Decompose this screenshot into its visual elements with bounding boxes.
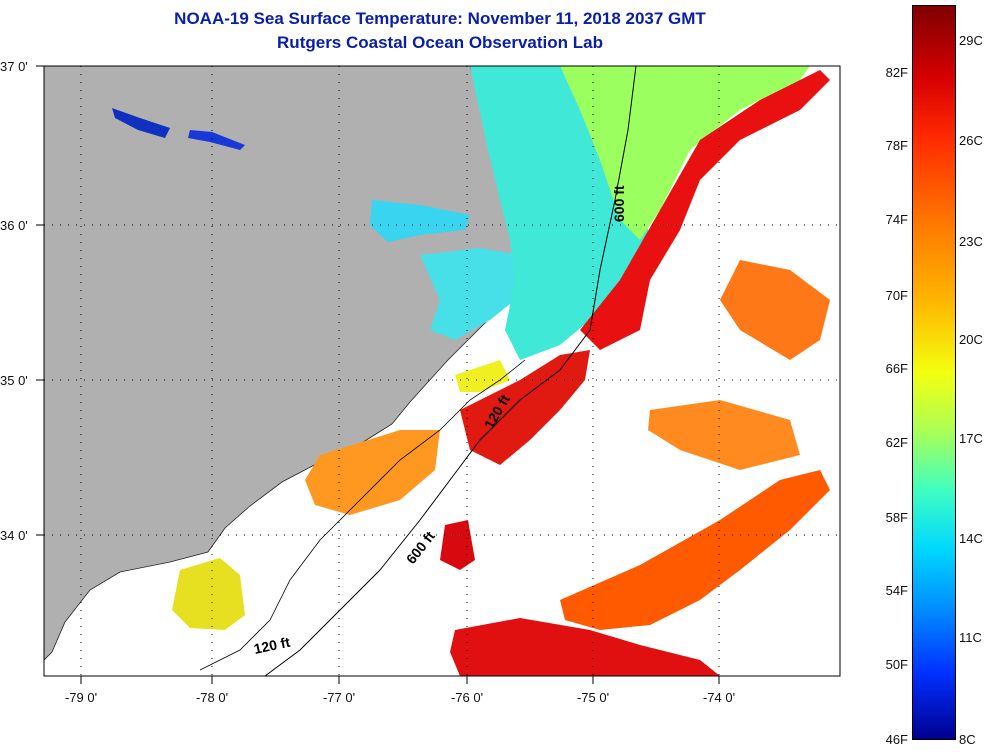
colorbar-c-29: 29C: [959, 33, 983, 48]
pamlico-sound: [420, 248, 520, 340]
lat-label-37: 37 0': [0, 59, 28, 74]
colorbar-f-78: 78F: [885, 138, 908, 153]
central-orange-patches: [648, 400, 800, 470]
colorbar-f-54: 54F: [885, 583, 908, 598]
temperature-colorbar: [912, 5, 956, 740]
axis-ticks: [36, 65, 720, 684]
warm-slope-water-north: [560, 66, 810, 240]
shelf-yellow-patch: [455, 360, 510, 392]
graticule: [44, 66, 840, 676]
gulf-stream-cape-hatteras: [460, 350, 590, 465]
lat-label-34: 34 0': [0, 528, 28, 543]
lon-label-76: -76 0': [450, 690, 484, 705]
map-subtitle: Rutgers Coastal Ocean Observation Lab: [277, 33, 603, 52]
lon-label-75: -75 0': [576, 690, 610, 705]
colorbar-f-66: 66F: [885, 361, 908, 376]
contour-label-600ft-upper: 600 ft: [611, 185, 627, 222]
colorbar-c-14: 14C: [959, 531, 983, 546]
colorbar-c-23: 23C: [959, 234, 983, 249]
colorbar-c-11: 11C: [959, 630, 982, 645]
kerr-lake: [188, 130, 245, 150]
colorbar-f-82: 82F: [885, 65, 908, 80]
albemarle-sound: [370, 200, 470, 242]
lon-label-77: -77 0': [322, 690, 356, 705]
eastern-orange-patches: [720, 260, 830, 360]
colorbar-f-50: 50F: [885, 657, 908, 672]
isobath-120ft: [199, 359, 526, 671]
lon-label-79: -79 0': [64, 690, 98, 705]
colorbar-f-46: 46F: [885, 732, 908, 747]
colorbar-c-26: 26C: [959, 133, 983, 148]
gulf-stream-north: [580, 70, 830, 350]
isobath-600ft: [264, 66, 637, 676]
colorbar-f-74: 74F: [885, 212, 908, 227]
lon-label-74: -74 0': [702, 690, 736, 705]
long-bay-yellow: [172, 558, 245, 630]
contour-label-120ft-lower: 120 ft: [252, 634, 291, 657]
onslow-bay-warm: [305, 430, 440, 515]
lat-label-35: 35 0': [0, 373, 28, 388]
colorbar-c-8: 8C: [959, 732, 976, 747]
colorbar-c-17: 17C: [959, 431, 983, 446]
map-frame: [43, 65, 841, 677]
lon-label-78: -78 0': [195, 690, 229, 705]
offshore-eddy: [440, 520, 475, 570]
southern-warm-band: [560, 470, 830, 630]
map-title: NOAA-19 Sea Surface Temperature: Novembe…: [174, 9, 706, 28]
lat-label-36: 36 0': [0, 218, 28, 233]
colorbar-f-62: 62F: [885, 435, 908, 450]
southern-red-core: [450, 618, 720, 676]
colorbar-f-70: 70F: [885, 288, 908, 303]
colorbar-c-20: 20C: [959, 332, 983, 347]
lake-gaston: [112, 108, 170, 138]
colorbar-f-58: 58F: [885, 510, 908, 525]
